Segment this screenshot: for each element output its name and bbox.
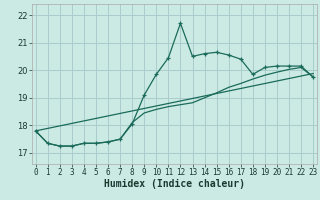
X-axis label: Humidex (Indice chaleur): Humidex (Indice chaleur) bbox=[104, 179, 245, 189]
